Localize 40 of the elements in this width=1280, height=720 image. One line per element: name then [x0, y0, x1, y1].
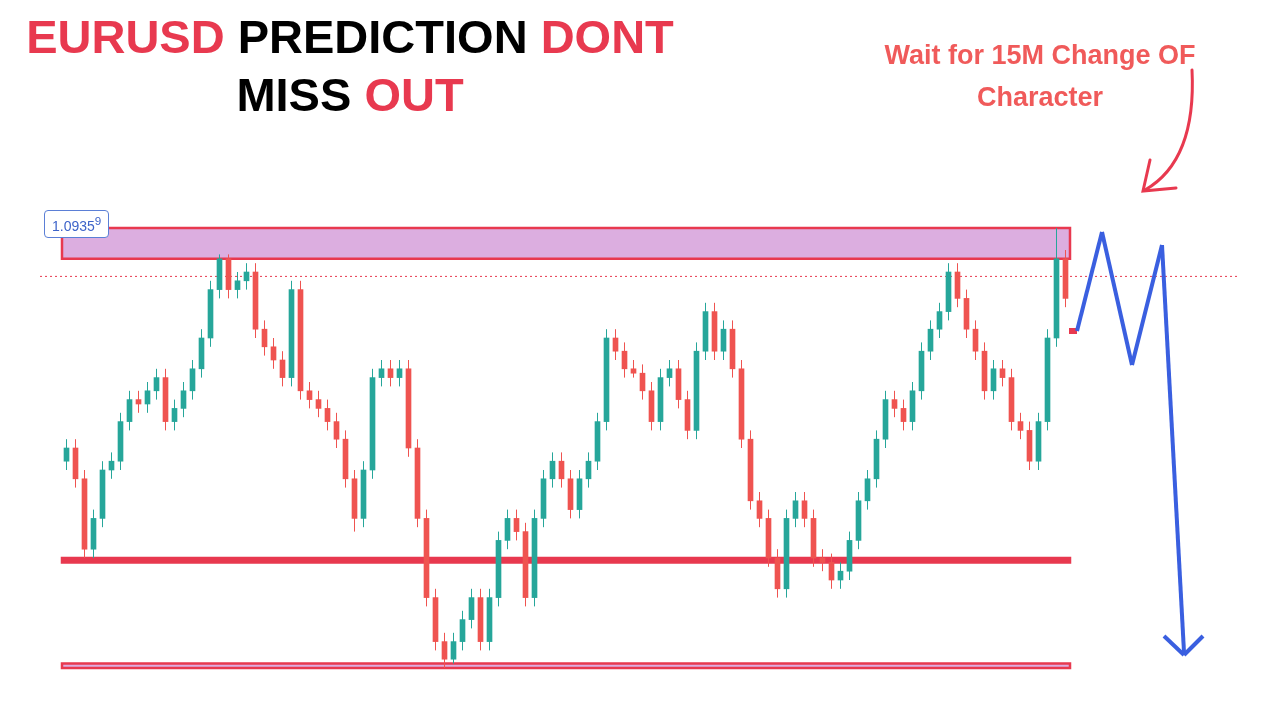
candlestick — [468, 588, 475, 629]
candlestick — [720, 319, 727, 361]
candlestick — [270, 337, 277, 370]
candlestick — [891, 390, 898, 418]
candlestick — [315, 390, 322, 418]
candlestick — [126, 390, 133, 431]
candlestick — [666, 359, 673, 387]
candlestick — [189, 359, 196, 401]
candlestick — [387, 359, 394, 387]
candlestick — [513, 509, 520, 541]
candlestick — [234, 271, 241, 299]
candlestick — [792, 491, 799, 528]
annotation: 1.0935$^{9}$ — [44, 210, 110, 238]
candlestick — [999, 359, 1006, 387]
candlestick — [459, 610, 466, 651]
candlestick — [936, 302, 943, 339]
candlestick — [990, 359, 997, 401]
candlestick — [612, 328, 619, 361]
candlestick — [144, 381, 151, 414]
candlestick — [441, 632, 448, 669]
text: Wait for 15M Change OF Character — [883, 39, 1197, 114]
candlestick — [1017, 412, 1024, 440]
candlestick — [396, 359, 403, 387]
candlestick — [378, 359, 385, 387]
candlestick — [756, 491, 763, 528]
candlestick — [306, 381, 313, 409]
candlestick — [801, 491, 808, 528]
candlestick — [504, 509, 511, 550]
candlestick — [333, 412, 340, 449]
candlestick — [171, 399, 178, 431]
candlestick — [324, 399, 331, 431]
candlestick — [972, 319, 979, 361]
candlestick — [180, 381, 187, 418]
candlestick — [63, 438, 70, 471]
chart-title: EURUSD PREDICTION DONT MISS OUT — [26, 10, 674, 121]
candlestick — [153, 368, 160, 401]
candlestick — [450, 632, 457, 665]
candlestick — [900, 399, 907, 431]
candlestick — [864, 469, 871, 511]
candlestick — [927, 319, 934, 361]
